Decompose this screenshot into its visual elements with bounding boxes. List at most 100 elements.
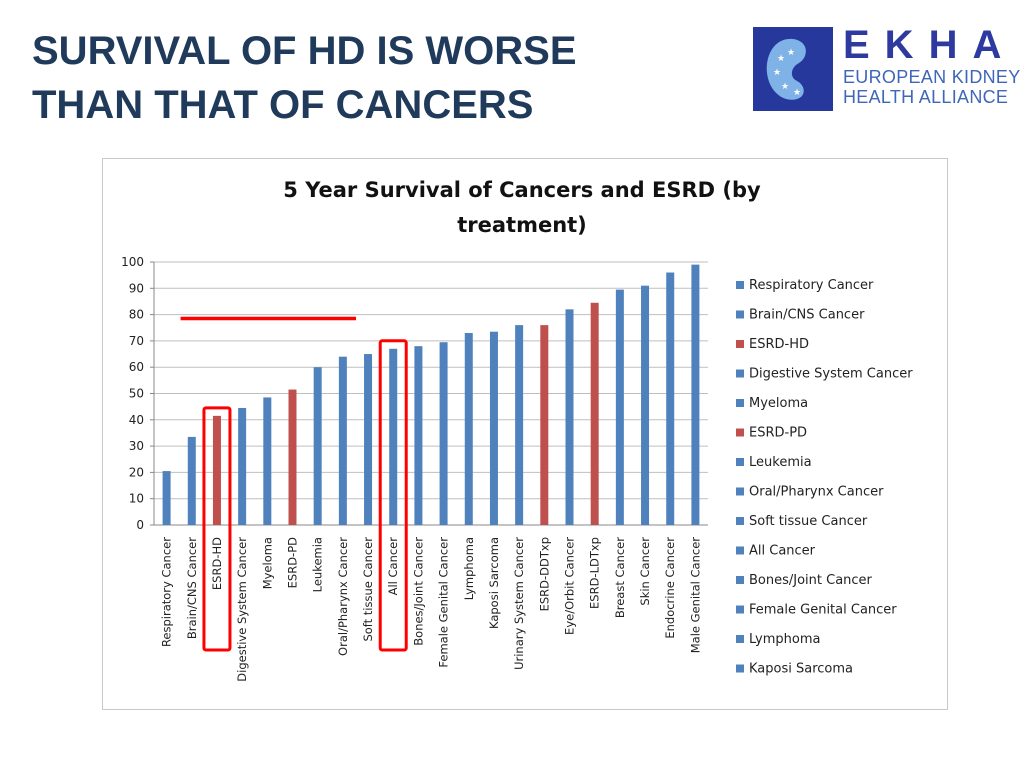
chart-title-line-1: 5 Year Survival of Cancers and ESRD (by — [283, 178, 761, 202]
legend-swatch-myeloma — [736, 399, 744, 407]
legend-swatch-brain-cns-cancer — [736, 310, 744, 319]
bar-bones-joint-cancer — [414, 346, 423, 525]
legend-label-brain-cns-cancer: Brain/CNS Cancer — [749, 308, 865, 323]
bar-male-genital-cancer — [691, 264, 700, 525]
y-tick-label: 100 — [121, 255, 144, 269]
bar-myeloma — [263, 397, 272, 525]
svg-text:★: ★ — [787, 47, 795, 57]
x-tick-label: All Cancer — [386, 537, 400, 596]
y-tick-label: 40 — [129, 413, 144, 427]
x-tick-label: Lymphoma — [462, 537, 476, 600]
x-tick-label: Digestive System Cancer — [235, 537, 249, 682]
legend-swatch-leukemia — [736, 458, 744, 466]
y-tick-label: 90 — [129, 281, 144, 295]
legend-swatch-female-genital-cancer — [736, 605, 744, 614]
bar-esrd-ddtxp — [540, 325, 549, 525]
legend-label-myeloma: Myeloma — [749, 396, 808, 411]
bar-leukemia — [313, 367, 322, 525]
bar-lymphoma — [464, 333, 473, 525]
highlight-box-esrd-hd — [202, 406, 232, 652]
legend-swatch-respiratory-cancer — [736, 281, 744, 289]
x-tick-label: Eye/Orbit Cancer — [563, 537, 577, 635]
x-tick-label: Myeloma — [260, 537, 274, 589]
svg-text:★: ★ — [793, 87, 801, 97]
legend-label-leukemia: Leukemia — [749, 455, 812, 470]
slide-title-line-1: SURVIVAL OF HD IS WORSE — [32, 29, 577, 73]
legend-label-all-cancer: All Cancer — [749, 544, 816, 559]
svg-text:★: ★ — [777, 53, 785, 63]
x-tick-label: Male Genital Cancer — [688, 537, 702, 654]
bar-kaposi-sarcoma — [489, 331, 498, 525]
legend-label-kaposi-sarcoma: Kaposi Sarcoma — [749, 662, 853, 677]
chart-title-line-2: treatment) — [457, 213, 587, 237]
legend-swatch-kaposi-sarcoma — [736, 664, 744, 673]
bar-brain-cns-cancer — [187, 436, 196, 525]
bar-urinary-system-cancer — [515, 325, 524, 525]
x-tick-label: Respiratory Cancer — [160, 537, 174, 647]
bar-soft-tissue-cancer — [364, 354, 373, 525]
x-tick-label: ESRD-HD — [210, 537, 224, 590]
y-tick-label: 20 — [129, 465, 144, 479]
svg-text:★: ★ — [781, 81, 789, 91]
x-tick-label: Urinary System Cancer — [512, 537, 526, 670]
bar-female-genital-cancer — [439, 342, 448, 525]
legend-label-oral-pharynx-cancer: Oral/Pharynx Cancer — [749, 485, 884, 500]
x-tick-label: ESRD-DDTxp — [537, 537, 551, 611]
bar-breast-cancer — [615, 289, 624, 525]
slide-title: SURVIVAL OF HD IS WORSE THAN THAT OF CAN… — [32, 24, 652, 132]
bar-esrd-pd — [288, 389, 297, 525]
logo-name: EKHA — [843, 23, 1017, 67]
x-tick-label: ESRD-LDTxp — [588, 537, 602, 609]
legend-swatch-lymphoma — [736, 635, 744, 643]
bar-digestive-system-cancer — [238, 407, 247, 525]
legend-label-bones-joint-cancer: Bones/Joint Cancer — [749, 573, 873, 588]
y-tick-label: 50 — [129, 387, 144, 401]
legend-label-esrd-pd: ESRD-PD — [749, 426, 807, 441]
y-tick-label: 10 — [129, 492, 144, 506]
bar-oral-pharynx-cancer — [338, 356, 347, 525]
bar-all-cancer — [389, 348, 398, 525]
x-tick-label: Skin Cancer — [638, 537, 652, 606]
y-tick-label: 60 — [129, 360, 144, 374]
slide-title-line-2: THAN THAT OF CANCERS — [32, 83, 534, 127]
logo-line-1: EUROPEAN KIDNEY — [843, 67, 1021, 87]
x-tick-label: Kaposi Sarcoma — [487, 537, 501, 629]
legend-label-digestive-system-cancer: Digestive System Cancer — [749, 367, 913, 382]
legend-label-respiratory-cancer: Respiratory Cancer — [749, 278, 874, 293]
bar-endocrine-cancer — [666, 272, 675, 525]
highlight-box-all-cancer — [378, 339, 408, 652]
x-tick-label: Bones/Joint Cancer — [411, 537, 425, 646]
legend-label-soft-tissue-cancer: Soft tissue Cancer — [749, 514, 868, 529]
y-tick-label: 30 — [129, 439, 144, 453]
kidney-logo-icon: ★ ★ ★ ★ ★ — [753, 27, 833, 111]
legend-label-esrd-hd: ESRD-HD — [749, 337, 809, 352]
legend-swatch-bones-joint-cancer — [736, 576, 744, 584]
legend-swatch-oral-pharynx-cancer — [736, 487, 744, 496]
x-tick-label: Brain/CNS Cancer — [185, 537, 199, 639]
bar-esrd-hd — [212, 415, 221, 525]
bar-skin-cancer — [641, 285, 650, 525]
x-tick-label: Soft tissue Cancer — [361, 537, 375, 642]
x-tick-label: Endocrine Cancer — [663, 537, 677, 639]
legend-swatch-esrd-hd — [736, 340, 744, 348]
chart-frame — [102, 158, 948, 710]
legend-swatch-all-cancer — [736, 546, 744, 555]
bar-eye-orbit-cancer — [565, 309, 574, 525]
ekha-logo: ★ ★ ★ ★ ★ EKHA EUROPEAN KIDNEY HEALTH AL… — [753, 23, 1020, 111]
x-tick-label: Female Genital Cancer — [437, 537, 451, 668]
x-tick-label: Breast Cancer — [613, 537, 627, 618]
y-tick-label: 0 — [136, 518, 144, 532]
x-tick-label: Oral/Pharynx Cancer — [336, 537, 350, 656]
legend-swatch-esrd-pd — [736, 428, 744, 437]
bar-esrd-ldtxp — [590, 302, 599, 525]
legend-label-lymphoma: Lymphoma — [749, 632, 820, 647]
x-tick-label: Leukemia — [311, 537, 325, 592]
bar-respiratory-cancer — [162, 471, 171, 525]
y-tick-label: 80 — [129, 308, 144, 322]
legend-swatch-soft-tissue-cancer — [736, 517, 744, 525]
logo-line-2: HEALTH ALLIANCE — [843, 87, 1009, 107]
y-tick-label: 70 — [129, 334, 144, 348]
legend-label-female-genital-cancer: Female Genital Cancer — [749, 603, 897, 618]
legend-swatch-digestive-system-cancer — [736, 369, 744, 378]
